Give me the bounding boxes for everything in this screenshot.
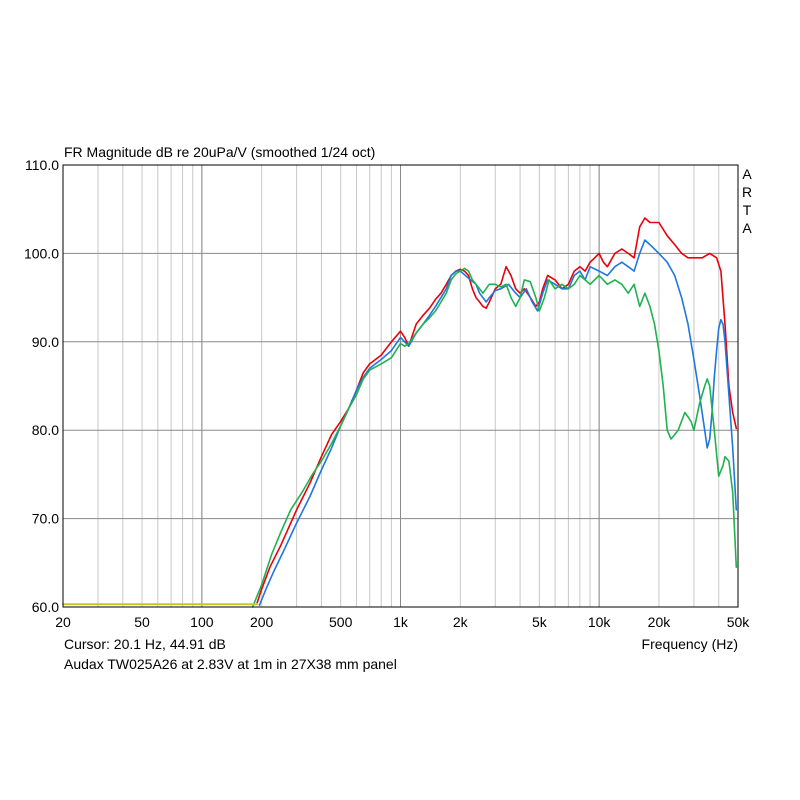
x-tick-label: 200	[250, 614, 274, 630]
y-tick-label: 80.0	[32, 422, 59, 438]
series-line-1	[256, 217, 738, 604]
x-tick-label: 1k	[393, 614, 409, 630]
y-tick-label: 60.0	[32, 599, 59, 615]
x-tick-label: 2k	[453, 614, 469, 630]
cursor-readout: Cursor: 20.1 Hz, 44.91 dB	[64, 636, 226, 652]
x-tick-label: 50k	[727, 614, 751, 630]
plot-frame	[62, 164, 739, 608]
chart-caption: Audax TW025A26 at 2.83V at 1m in 27X38 m…	[64, 656, 397, 672]
series-line-3	[251, 267, 738, 608]
x-tick-label: 50	[134, 614, 150, 630]
x-tick-label: 20k	[648, 614, 672, 630]
x-tick-label: 5k	[532, 614, 548, 630]
y-tick-label: 100.0	[24, 245, 59, 261]
x-axis-label: Frequency (Hz)	[641, 636, 738, 652]
x-tick-label: 100	[190, 614, 214, 630]
y-tick-label: 110.0	[25, 157, 59, 173]
y-tick-label: 70.0	[32, 511, 59, 527]
x-tick-label: 20	[55, 614, 71, 630]
x-tick-label: 500	[329, 614, 353, 630]
y-tick-label: 90.0	[32, 334, 59, 350]
x-tick-label: 10k	[588, 614, 612, 630]
series-group	[62, 217, 738, 608]
tick-labels: 20 50 100 200 500 1k 2k 5k 10k 20k 50k 60.0 70.0 80.0…	[24, 157, 750, 630]
chart-title: FR Magnitude dB re 20uPa/V (smoothed 1/2…	[64, 144, 376, 160]
